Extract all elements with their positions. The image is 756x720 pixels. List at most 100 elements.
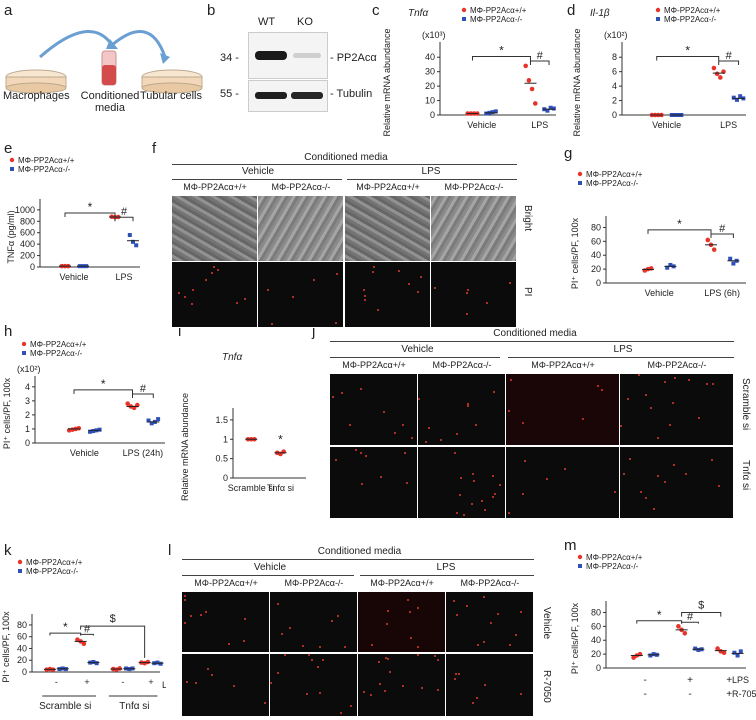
pi-speckle bbox=[673, 464, 675, 466]
x-tick-label: Vehicle bbox=[645, 288, 674, 298]
l-vehicle: Vehicle bbox=[253, 562, 287, 573]
pi-speckle bbox=[379, 683, 381, 685]
pi-speckle bbox=[477, 644, 479, 646]
j-scr-1 bbox=[330, 374, 417, 445]
pi-speckle bbox=[459, 494, 461, 496]
blot-marker-55: 55 - bbox=[220, 88, 239, 100]
bracket-star bbox=[471, 56, 531, 61]
pi-speckle bbox=[243, 640, 245, 642]
y-tick-label: 400 bbox=[20, 239, 35, 249]
j-scr-3 bbox=[506, 374, 619, 445]
pi-speckle bbox=[484, 509, 486, 511]
pi-speckle bbox=[387, 610, 389, 612]
l-col4: MΦ-PP2Acα-/- bbox=[460, 578, 520, 588]
bracket-hash bbox=[80, 633, 94, 636]
pi-speckle bbox=[270, 682, 272, 684]
f-col1: MΦ-PP2Acα+/+ bbox=[183, 182, 247, 192]
x-tick-label: LPS bbox=[115, 272, 132, 282]
panel-label-j: j bbox=[312, 323, 316, 340]
group-label: Tnfα si bbox=[119, 701, 149, 712]
f-pi-3 bbox=[345, 262, 430, 327]
y-tick-label: 60 bbox=[591, 621, 601, 631]
pi-speckle bbox=[292, 296, 294, 298]
pi-speckle bbox=[308, 654, 310, 656]
pi-speckle bbox=[205, 279, 207, 281]
x-tick-label: LPS (24h) bbox=[123, 448, 164, 458]
legend-marker-wt bbox=[17, 559, 23, 565]
bracket-star bbox=[656, 56, 720, 61]
pi-speckle bbox=[408, 283, 410, 285]
pi-speckle bbox=[360, 452, 362, 454]
l-conditioned-media: Conditioned media bbox=[317, 546, 402, 557]
pi-speckle bbox=[200, 614, 202, 616]
f-lps: LPS bbox=[421, 166, 441, 177]
pi-speckle bbox=[271, 323, 273, 325]
data-point bbox=[158, 661, 163, 666]
bracket-star bbox=[73, 389, 133, 394]
pi-speckle bbox=[467, 405, 469, 407]
pi-speckle bbox=[360, 388, 362, 390]
pi-speckle bbox=[319, 692, 321, 694]
legend-label: MΦ-PP2Acα-/- bbox=[470, 15, 523, 24]
data-point bbox=[155, 660, 160, 665]
bracket-hash bbox=[529, 60, 550, 66]
f-pi-2 bbox=[258, 262, 343, 327]
data-point bbox=[711, 247, 717, 252]
significance-hash: # bbox=[84, 623, 91, 635]
pi-speckle bbox=[387, 658, 389, 660]
pi-speckle bbox=[688, 379, 690, 381]
blot-wt-label: WT bbox=[258, 16, 276, 28]
pi-speckle bbox=[184, 622, 186, 624]
pi-speckle bbox=[454, 678, 456, 680]
data-point bbox=[721, 650, 727, 656]
significance-hash: # bbox=[687, 611, 694, 623]
f-pi-1 bbox=[172, 262, 257, 327]
pi-speckle bbox=[522, 422, 524, 424]
pi-speckle bbox=[377, 309, 379, 311]
blot-membrane-pp2a bbox=[248, 32, 328, 79]
pi-speckle bbox=[302, 645, 304, 647]
data-point bbox=[545, 108, 550, 113]
pi-speckle bbox=[385, 657, 387, 659]
pi-speckle bbox=[712, 383, 714, 385]
legend-label: MΦ-PP2Acα+/+ bbox=[586, 170, 643, 179]
y-tick-label: 60 bbox=[17, 632, 27, 642]
y-tick-label: 800 bbox=[20, 216, 35, 226]
data-point bbox=[493, 109, 498, 114]
pi-speckle bbox=[493, 391, 495, 393]
x-tick-label: LPS bbox=[531, 120, 548, 130]
pi-speckle bbox=[437, 659, 439, 661]
pi-speckle bbox=[363, 691, 365, 693]
pi-speckle bbox=[440, 439, 442, 441]
pi-speckle bbox=[313, 279, 315, 281]
y-axis-label: PI⁺ cells/PF, 100x bbox=[570, 217, 580, 289]
pi-speckle bbox=[417, 646, 419, 648]
pi-speckle bbox=[389, 671, 391, 673]
pi-speckle bbox=[455, 673, 457, 675]
significance-hash: # bbox=[719, 223, 726, 235]
y-tick-label: 40 bbox=[17, 643, 27, 653]
pi-speckle bbox=[620, 425, 622, 427]
significance-hash: # bbox=[140, 383, 147, 395]
pi-speckle bbox=[437, 689, 439, 691]
pi-speckle bbox=[421, 687, 423, 689]
data-point bbox=[127, 233, 132, 237]
j-scr-4 bbox=[620, 374, 733, 445]
pi-speckle bbox=[244, 618, 246, 620]
pi-speckle bbox=[217, 269, 219, 271]
pi-speckle bbox=[402, 685, 404, 687]
pi-speckle bbox=[601, 389, 603, 391]
pi-speckle bbox=[331, 620, 333, 622]
l-divider bbox=[182, 559, 534, 560]
panel-label-e: e bbox=[4, 140, 13, 157]
pi-speckle bbox=[192, 289, 194, 291]
pi-speckle bbox=[311, 659, 313, 661]
data-point bbox=[728, 256, 733, 261]
pi-speckle bbox=[499, 484, 501, 486]
j-lps: LPS bbox=[613, 344, 633, 355]
panel-label-d: d bbox=[567, 2, 576, 19]
pi-speckle bbox=[306, 693, 308, 695]
bracket-dollar bbox=[80, 625, 146, 658]
data-point bbox=[738, 94, 743, 99]
significance-star: * bbox=[657, 608, 662, 622]
